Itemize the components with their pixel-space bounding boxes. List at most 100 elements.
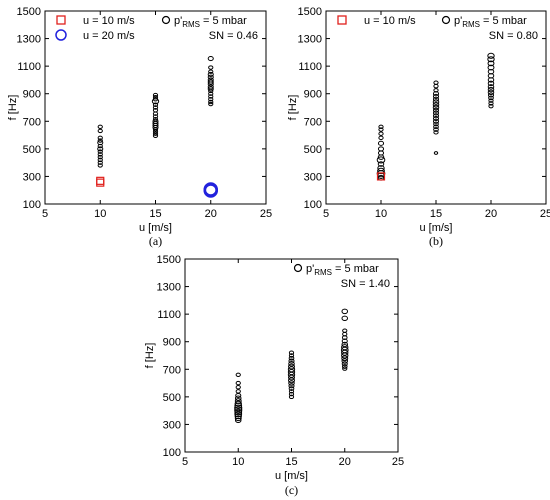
data-point bbox=[433, 124, 439, 130]
data-point bbox=[234, 417, 242, 424]
data-point bbox=[378, 135, 384, 141]
data-point bbox=[342, 366, 348, 371]
data-point bbox=[288, 374, 295, 381]
y-tick-label: 900 bbox=[23, 89, 41, 101]
y-tick-label: 1500 bbox=[298, 6, 322, 18]
data-point bbox=[432, 102, 440, 108]
data-series bbox=[376, 52, 495, 181]
x-tick-label: 20 bbox=[205, 208, 217, 220]
data-point bbox=[97, 128, 103, 134]
y-tick-label: 900 bbox=[304, 89, 322, 101]
data-point bbox=[488, 101, 494, 106]
data-point bbox=[433, 127, 439, 132]
data-point bbox=[235, 389, 241, 394]
data-point bbox=[288, 380, 295, 386]
data-point bbox=[432, 115, 440, 122]
y-tick-label: 900 bbox=[163, 337, 181, 349]
data-point bbox=[341, 308, 349, 315]
data-series bbox=[96, 176, 105, 187]
legend-marker-square bbox=[56, 15, 66, 25]
x-axis-label: u [m/s] bbox=[419, 222, 452, 234]
data-point bbox=[235, 380, 241, 386]
data-point bbox=[487, 92, 495, 98]
data-point bbox=[207, 79, 214, 85]
y-axis-label: f [Hz] bbox=[144, 343, 156, 369]
x-tick-label: 15 bbox=[149, 208, 161, 220]
data-point bbox=[97, 149, 103, 154]
data-point bbox=[152, 131, 159, 136]
data-point bbox=[341, 355, 349, 362]
data-point bbox=[207, 86, 214, 92]
data-point bbox=[487, 84, 495, 90]
data-point bbox=[235, 392, 242, 399]
data-point bbox=[208, 69, 214, 74]
data-point bbox=[97, 146, 104, 152]
data-point bbox=[432, 118, 440, 124]
reference-label-prefix: p' bbox=[174, 15, 182, 27]
data-point bbox=[234, 404, 243, 412]
data-point bbox=[97, 135, 103, 141]
data-point bbox=[341, 361, 348, 367]
data-point bbox=[432, 110, 440, 116]
chart-panel-2: 5 10 15 20 25 100 300 500 700 900 1100 1300 1500 u [m… bbox=[287, 6, 550, 248]
data-point bbox=[234, 406, 243, 414]
data-point bbox=[152, 114, 159, 119]
swirl-number-label: SN = 0.80 bbox=[489, 30, 538, 42]
data-point bbox=[342, 328, 348, 333]
legend-reference-label: p'RMS = 5 mbar bbox=[454, 15, 527, 29]
data-point bbox=[377, 140, 385, 146]
x-tick-label: 10 bbox=[375, 208, 387, 220]
data-point bbox=[433, 121, 439, 127]
data-point bbox=[288, 377, 295, 384]
data-point bbox=[487, 60, 495, 67]
data-point bbox=[432, 91, 440, 97]
data-point bbox=[288, 394, 295, 400]
legend-label: u = 10 m/s bbox=[83, 15, 135, 27]
y-tick-label: 700 bbox=[23, 116, 41, 128]
data-point bbox=[378, 124, 384, 130]
data-point bbox=[487, 86, 495, 93]
x-tick-label: 5 bbox=[182, 456, 188, 468]
data-point bbox=[287, 368, 296, 376]
data-point bbox=[152, 133, 159, 138]
panel-label: (c) bbox=[285, 483, 298, 497]
data-point bbox=[341, 315, 349, 321]
legend-reference-label: p'RMS = 5 mbar bbox=[174, 15, 247, 29]
data-point bbox=[487, 56, 495, 63]
y-tick-label: 1500 bbox=[157, 254, 181, 266]
data-point bbox=[288, 389, 295, 394]
data-point bbox=[97, 138, 103, 143]
data-point bbox=[432, 96, 440, 102]
data-point bbox=[376, 156, 386, 164]
reference-label-suffix: = 5 mbar bbox=[200, 15, 247, 27]
data-point bbox=[152, 111, 159, 116]
reference-label-suffix: = 5 mbar bbox=[332, 263, 379, 275]
data-series bbox=[376, 172, 386, 181]
data-point bbox=[207, 81, 214, 87]
data-point bbox=[288, 358, 295, 364]
data-point bbox=[208, 101, 214, 107]
data-point bbox=[208, 99, 214, 105]
data-point bbox=[97, 143, 103, 149]
data-point bbox=[152, 127, 159, 132]
data-series bbox=[234, 308, 349, 424]
swirl-number-label: SN = 0.46 bbox=[209, 30, 258, 42]
data-point bbox=[288, 391, 295, 397]
reference-label-suffix: = 5 mbar bbox=[480, 15, 527, 27]
data-point bbox=[208, 97, 214, 102]
x-tick-label: 5 bbox=[323, 208, 329, 220]
data-point bbox=[487, 52, 495, 59]
data-point bbox=[97, 160, 103, 165]
data-point bbox=[341, 364, 348, 369]
y-tick-label: 100 bbox=[23, 199, 41, 211]
x-tick-label: 15 bbox=[285, 456, 297, 468]
data-point bbox=[488, 95, 494, 101]
data-point bbox=[207, 56, 214, 62]
x-tick-label: 20 bbox=[339, 456, 351, 468]
data-point bbox=[207, 71, 214, 77]
data-point bbox=[152, 129, 159, 134]
data-point bbox=[341, 349, 349, 356]
data-point bbox=[97, 163, 103, 168]
